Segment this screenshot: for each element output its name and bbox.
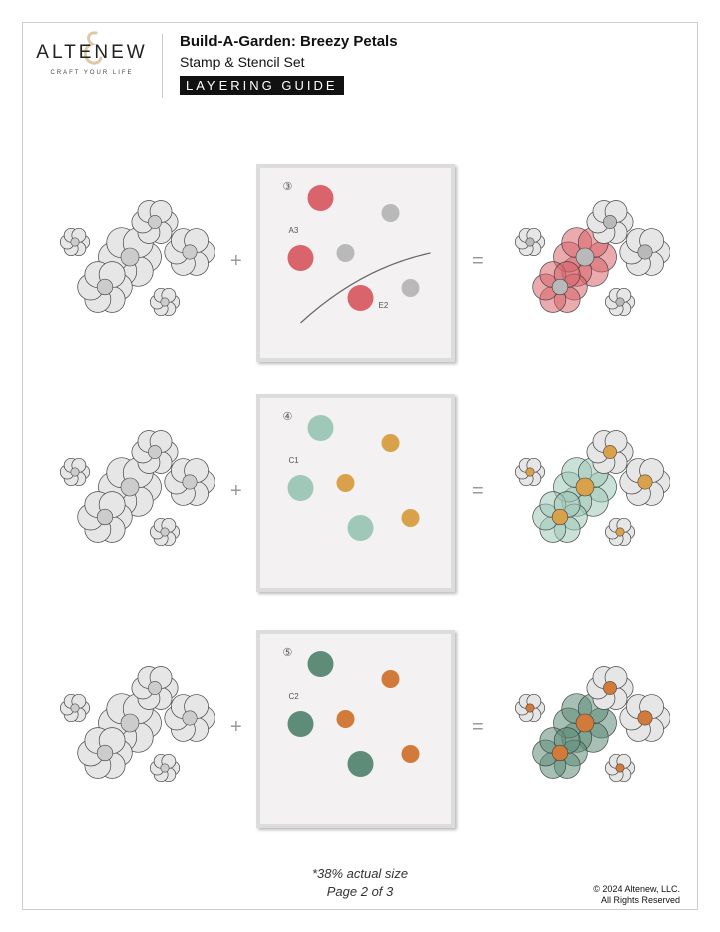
page-border xyxy=(22,22,698,910)
equals-sign: = xyxy=(472,480,484,502)
plus-sign: + xyxy=(230,250,242,272)
finished-image xyxy=(500,412,671,572)
stamp-image xyxy=(45,648,216,808)
stencil-cutout xyxy=(347,751,374,777)
step-number: ⑤ xyxy=(283,647,293,659)
finished-image xyxy=(500,182,671,342)
header-divider xyxy=(162,34,163,98)
plus-sign: + xyxy=(230,716,242,738)
stencil-cutout xyxy=(401,279,420,297)
plus-sign: + xyxy=(230,480,242,502)
size-note: *38% actual size xyxy=(311,866,409,881)
copyright: © 2024 Altenew, LLC. All Rights Reserved xyxy=(593,884,680,905)
page-number: Page 2 of 3 xyxy=(326,884,394,899)
page-title: Build-A-Garden: Breezy Petals xyxy=(180,33,398,50)
altenew-logo: ALTENEW CRAFT YOUR LIFE xyxy=(32,31,152,76)
stencil-cutout xyxy=(381,204,400,222)
stencil-cutout xyxy=(347,515,374,541)
finished-image xyxy=(500,648,671,808)
equals-sign: = xyxy=(472,716,484,738)
step-number: ③ xyxy=(283,181,293,193)
stencil-5: ⑤ C2 xyxy=(256,630,455,828)
equals-sign: = xyxy=(472,250,484,272)
stencil-label: C2 xyxy=(289,692,300,701)
ampersand-logo-mark xyxy=(83,31,103,65)
stamp-image xyxy=(45,182,216,342)
stencil-3: ③ A3 E2 xyxy=(256,164,455,362)
stencil-label: E2 xyxy=(379,301,389,310)
stencil-cutout xyxy=(347,285,374,311)
stencil-4: ④ C1 xyxy=(256,394,455,592)
stencil-cutout xyxy=(287,475,314,501)
stencil-label: C1 xyxy=(289,456,300,465)
stencil-cutout xyxy=(287,245,314,271)
stencil-cutout xyxy=(381,670,400,688)
stencil-cutout xyxy=(336,244,355,262)
stencil-cutout xyxy=(401,509,420,527)
stencil-cutout xyxy=(307,651,334,677)
stencil-label: A3 xyxy=(289,226,299,235)
stencil-cutout xyxy=(401,745,420,763)
stencil-cutout xyxy=(336,474,355,492)
stencil-cutout xyxy=(287,711,314,737)
stencil-cutout xyxy=(336,710,355,728)
stamp-image xyxy=(45,412,216,572)
layering-guide-badge: LAYERING GUIDE xyxy=(180,76,344,95)
step-number: ④ xyxy=(283,411,293,423)
page-subtitle: Stamp & Stencil Set xyxy=(180,54,305,70)
stencil-cutout xyxy=(381,434,400,452)
stencil-cutout xyxy=(307,185,334,211)
stencil-cutout xyxy=(307,415,334,441)
